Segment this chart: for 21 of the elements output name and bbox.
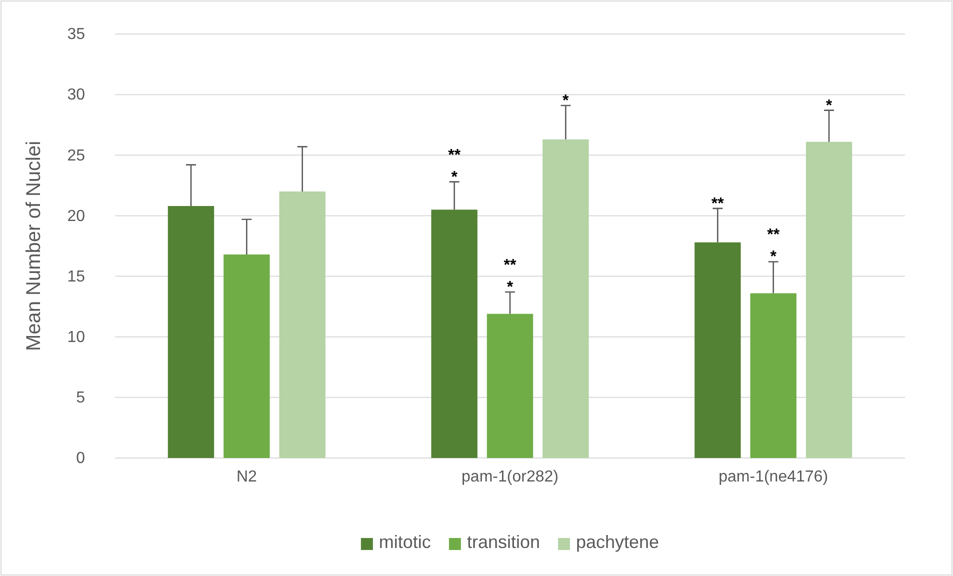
y-tick-label: 0 bbox=[76, 450, 86, 468]
data-label: * bbox=[562, 92, 570, 110]
y-tick-label: 25 bbox=[67, 147, 86, 164]
data-label: ** * bbox=[504, 257, 517, 296]
data-label: ** * bbox=[767, 226, 780, 266]
y-axis-title: Mean Number of Nuclei bbox=[23, 140, 45, 352]
y-tick-label: 5 bbox=[76, 390, 86, 407]
x-tick-label: pam-1(or282) bbox=[462, 468, 558, 486]
y-tick-label: 10 bbox=[67, 328, 86, 346]
data-label: ** bbox=[711, 195, 725, 212]
y-tick-label: 30 bbox=[67, 86, 86, 104]
y-tick-label: 15 bbox=[67, 268, 86, 286]
x-tick-label: N2 bbox=[236, 468, 257, 486]
legend-label: pachytene bbox=[576, 532, 660, 552]
data-label: ** * bbox=[448, 146, 462, 186]
data-label: * bbox=[826, 97, 833, 114]
y-tick-label: 20 bbox=[67, 208, 86, 225]
legend-label: transition bbox=[466, 532, 540, 552]
legend-label: mitotic bbox=[378, 532, 431, 552]
y-tick-label: 35 bbox=[67, 26, 86, 44]
x-tick-label: pam-1(ne4176) bbox=[718, 468, 828, 486]
